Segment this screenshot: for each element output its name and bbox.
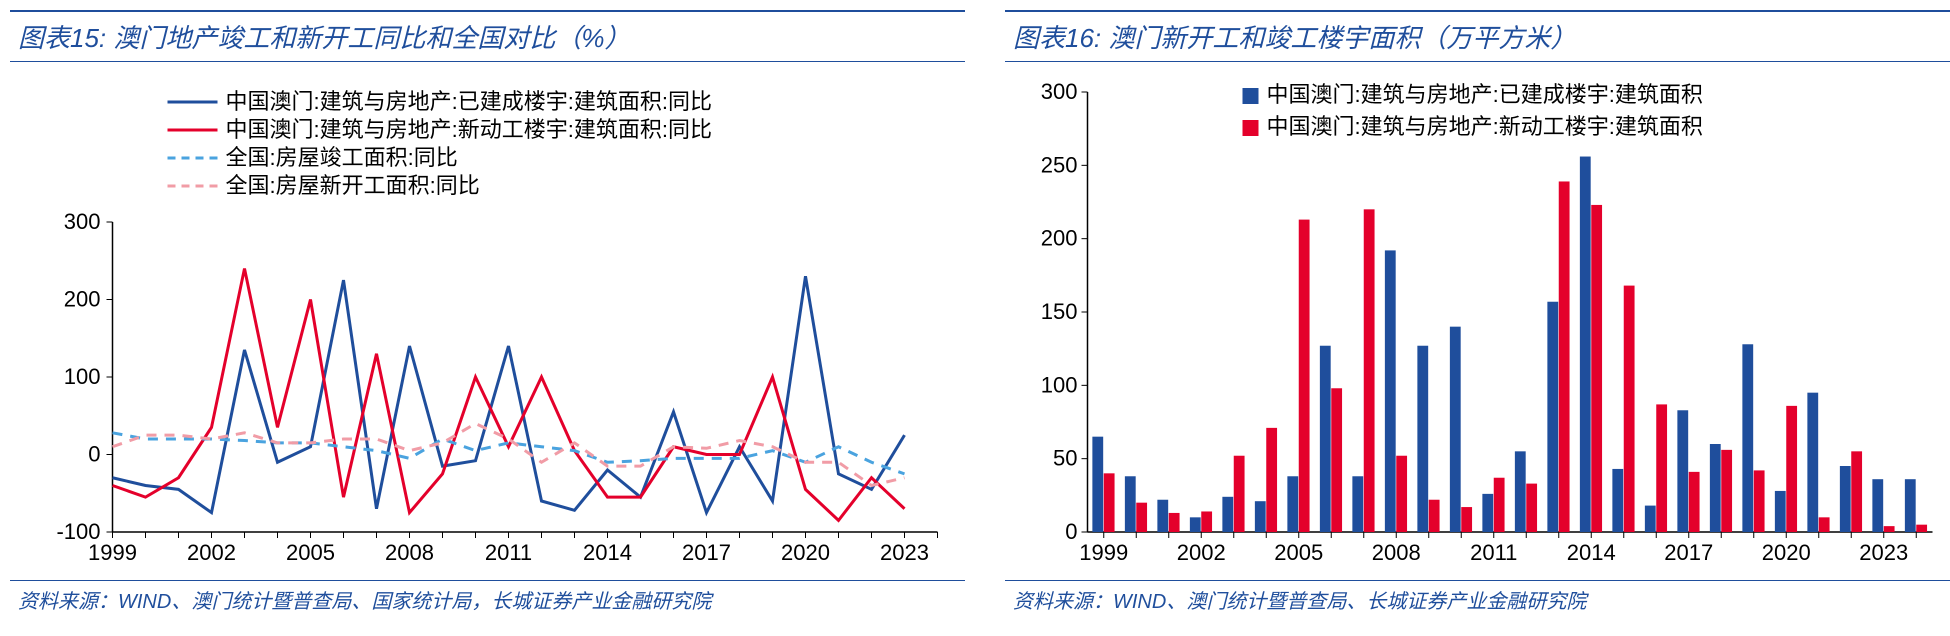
svg-text:200: 200 [1041,226,1078,251]
svg-text:100: 100 [1041,372,1078,397]
svg-text:中国澳门:建筑与房地产:新动工楼宇:建筑面积:同比: 中国澳门:建筑与房地产:新动工楼宇:建筑面积:同比 [226,117,712,142]
svg-text:300: 300 [64,209,101,234]
svg-text:1999: 1999 [88,540,137,565]
svg-text:2005: 2005 [286,540,335,565]
svg-text:1999: 1999 [1079,540,1128,565]
svg-text:2014: 2014 [1567,540,1616,565]
right-bar-chart: 中国澳门:建筑与房地产:已建成楼宇:建筑面积中国澳门:建筑与房地产:新动工楼宇:… [1005,72,1950,572]
svg-text:0: 0 [88,442,100,467]
svg-text:中国澳门:建筑与房地产:已建成楼宇:建筑面积: 中国澳门:建筑与房地产:已建成楼宇:建筑面积 [1267,82,1703,107]
left-title: 图表15: 澳门地产竣工和新开工同比和全国对比（%） [10,18,965,55]
left-chart-wrap: 中国澳门:建筑与房地产:已建成楼宇:建筑面积:同比中国澳门:建筑与房地产:新动工… [10,72,965,572]
svg-text:全国:房屋新开工面积:同比: 全国:房屋新开工面积:同比 [226,173,480,198]
svg-text:300: 300 [1041,79,1078,104]
svg-text:2008: 2008 [385,540,434,565]
left-panel: 图表15: 澳门地产竣工和新开工同比和全国对比（%） 中国澳门:建筑与房地产:已… [10,10,965,614]
svg-text:250: 250 [1041,152,1078,177]
svg-text:0: 0 [1065,519,1077,544]
left-source-bar: 资料来源：WIND、澳门统计暨普查局、国家统计局，长城证券产业金融研究院 [10,580,965,614]
left-line-chart: 中国澳门:建筑与房地产:已建成楼宇:建筑面积:同比中国澳门:建筑与房地产:新动工… [10,72,965,572]
svg-text:50: 50 [1053,446,1077,471]
svg-text:2011: 2011 [1470,540,1517,565]
right-source: 资料来源：WIND、澳门统计暨普查局、长城证券产业金融研究院 [1005,585,1950,614]
svg-text:中国澳门:建筑与房地产:新动工楼宇:建筑面积: 中国澳门:建筑与房地产:新动工楼宇:建筑面积 [1267,114,1703,139]
svg-text:2002: 2002 [1177,540,1226,565]
right-chart-wrap: 中国澳门:建筑与房地产:已建成楼宇:建筑面积中国澳门:建筑与房地产:新动工楼宇:… [1005,72,1950,572]
svg-text:2005: 2005 [1274,540,1323,565]
svg-text:2011: 2011 [485,540,532,565]
svg-text:2023: 2023 [880,540,929,565]
svg-text:2020: 2020 [1762,540,1811,565]
svg-text:2017: 2017 [1664,540,1713,565]
svg-text:100: 100 [64,364,101,389]
svg-text:2014: 2014 [583,540,632,565]
left-source: 资料来源：WIND、澳门统计暨普查局、国家统计局，长城证券产业金融研究院 [10,585,965,614]
svg-text:2023: 2023 [1859,540,1908,565]
svg-text:200: 200 [64,287,101,312]
svg-text:2008: 2008 [1372,540,1421,565]
right-title: 图表16: 澳门新开工和竣工楼宇面积（万平方米） [1005,18,1950,55]
svg-text:2020: 2020 [781,540,830,565]
right-source-bar: 资料来源：WIND、澳门统计暨普查局、长城证券产业金融研究院 [1005,580,1950,614]
svg-text:150: 150 [1041,299,1078,324]
left-title-bar: 图表15: 澳门地产竣工和新开工同比和全国对比（%） [10,10,965,62]
svg-text:中国澳门:建筑与房地产:已建成楼宇:建筑面积:同比: 中国澳门:建筑与房地产:已建成楼宇:建筑面积:同比 [226,89,712,114]
charts-container: 图表15: 澳门地产竣工和新开工同比和全国对比（%） 中国澳门:建筑与房地产:已… [10,10,1950,614]
svg-text:全国:房屋竣工面积:同比: 全国:房屋竣工面积:同比 [226,145,458,170]
right-title-bar: 图表16: 澳门新开工和竣工楼宇面积（万平方米） [1005,10,1950,62]
svg-text:2017: 2017 [682,540,731,565]
right-panel: 图表16: 澳门新开工和竣工楼宇面积（万平方米） 中国澳门:建筑与房地产:已建成… [1005,10,1950,614]
svg-text:2002: 2002 [187,540,236,565]
